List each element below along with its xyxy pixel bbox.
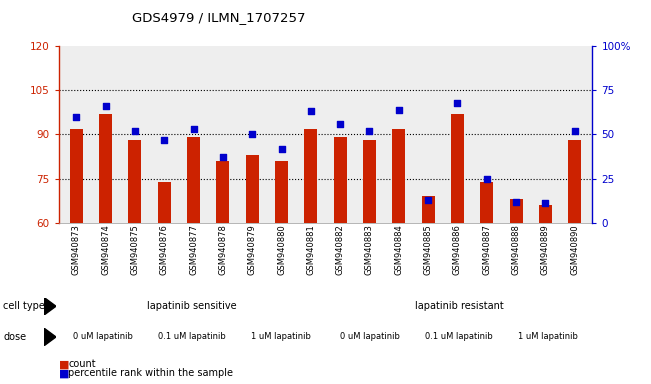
Point <box>71 114 81 120</box>
Bar <box>216 161 229 223</box>
Bar <box>128 140 141 223</box>
Point <box>100 103 111 109</box>
Text: 0.1 uM lapatinib: 0.1 uM lapatinib <box>158 333 226 341</box>
Point <box>188 126 199 132</box>
Bar <box>480 182 493 223</box>
Text: 0 uM lapatinib: 0 uM lapatinib <box>340 333 400 341</box>
Bar <box>422 196 435 223</box>
Polygon shape <box>44 298 56 315</box>
Polygon shape <box>44 328 56 346</box>
Bar <box>304 129 318 223</box>
Text: lapatinib sensitive: lapatinib sensitive <box>147 301 237 311</box>
Point <box>247 131 257 137</box>
Point <box>540 200 551 206</box>
Text: cell type: cell type <box>3 301 45 311</box>
Text: lapatinib resistant: lapatinib resistant <box>415 301 503 311</box>
Text: 1 uM lapatinib: 1 uM lapatinib <box>251 333 311 341</box>
Text: ■: ■ <box>59 359 73 369</box>
Point <box>276 146 286 152</box>
Text: ■: ■ <box>59 368 73 378</box>
Point <box>570 128 580 134</box>
Point <box>159 137 169 143</box>
Point <box>482 175 492 182</box>
Point <box>452 99 463 106</box>
Text: 0.1 uM lapatinib: 0.1 uM lapatinib <box>425 333 493 341</box>
Bar <box>539 205 552 223</box>
Bar <box>333 137 347 223</box>
Bar <box>158 182 171 223</box>
Bar <box>363 140 376 223</box>
Bar <box>70 129 83 223</box>
Bar <box>392 129 406 223</box>
Text: 0 uM lapatinib: 0 uM lapatinib <box>73 333 133 341</box>
Text: 1 uM lapatinib: 1 uM lapatinib <box>518 333 578 341</box>
Text: percentile rank within the sample: percentile rank within the sample <box>68 368 233 378</box>
Bar <box>99 114 112 223</box>
Text: GDS4979 / ILMN_1707257: GDS4979 / ILMN_1707257 <box>132 12 305 25</box>
Point <box>511 199 521 205</box>
Bar <box>245 155 258 223</box>
Point <box>394 107 404 113</box>
Point <box>130 128 140 134</box>
Point <box>305 108 316 114</box>
Bar <box>451 114 464 223</box>
Point <box>423 197 434 203</box>
Text: count: count <box>68 359 96 369</box>
Point <box>365 128 375 134</box>
Bar <box>510 199 523 223</box>
Text: dose: dose <box>3 332 27 342</box>
Bar <box>275 161 288 223</box>
Point <box>335 121 346 127</box>
Bar <box>187 137 200 223</box>
Point <box>217 154 228 161</box>
Bar <box>568 140 581 223</box>
